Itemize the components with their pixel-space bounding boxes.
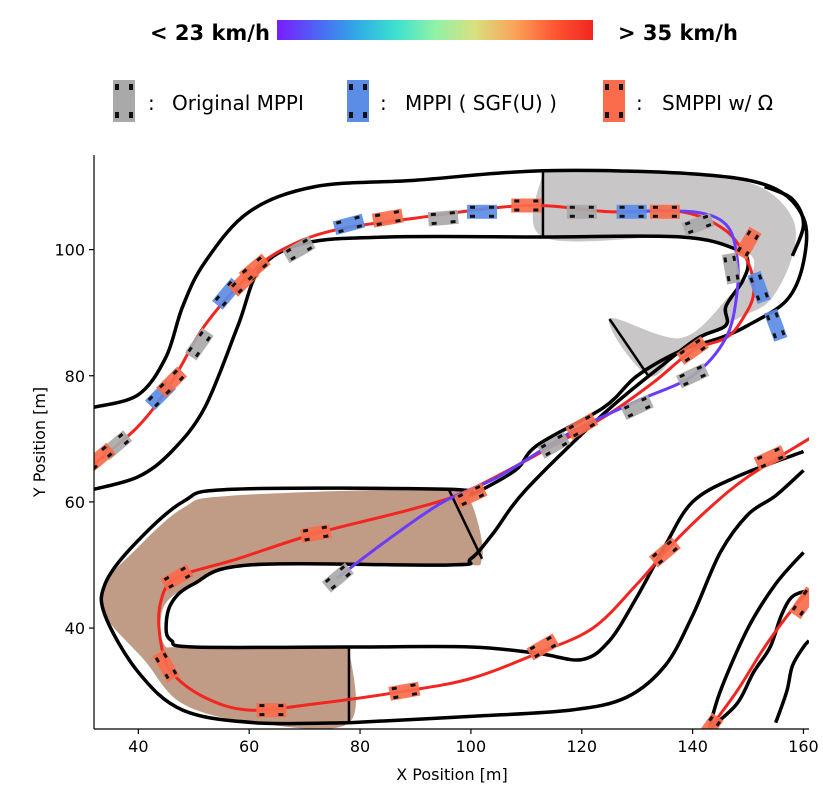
grey-region-divider xyxy=(608,318,650,377)
y-tick-label: 100 xyxy=(54,241,85,260)
brown-region-divider xyxy=(447,488,484,560)
car-marker-smppi xyxy=(256,703,287,718)
legend-sep-sgf: : xyxy=(380,91,387,115)
legend-sep-original: : xyxy=(148,91,155,115)
car-marker-smppi xyxy=(676,336,709,365)
x-ticks: 40 60 80 100 120 140 160 xyxy=(128,729,819,756)
y-tick-label: 60 xyxy=(65,493,85,512)
y-tick-label: 40 xyxy=(65,619,85,638)
trajectory-0 xyxy=(94,203,809,712)
car-marker-smppi xyxy=(156,366,188,398)
inner-border-upper xyxy=(94,234,805,662)
legend-label-sgf: MPPI ( SGF(U) ) xyxy=(405,91,557,115)
legend-sep-smppi: : xyxy=(636,91,643,115)
y-tick-label: 80 xyxy=(65,367,85,386)
car-marker-smppi xyxy=(94,442,116,473)
x-tick-label: 100 xyxy=(456,737,487,756)
car-marker-smppi xyxy=(371,208,404,228)
car-marker-sgf xyxy=(763,308,788,342)
car-marker-smppi xyxy=(511,198,542,213)
car-marker-smppi xyxy=(238,253,271,284)
legend-item-smppi: : SMPPI w/ Ω xyxy=(603,80,773,122)
regions-layer xyxy=(100,170,796,729)
car-marker-smppi xyxy=(694,712,724,729)
car-marker-original xyxy=(427,209,459,227)
car-marker-smppi xyxy=(454,482,488,509)
car-marker-original xyxy=(620,394,654,420)
car-marker-smppi xyxy=(734,226,762,260)
lower-border-4 xyxy=(707,551,805,729)
y-ticks: 40 60 80 100 xyxy=(54,241,94,638)
outer-border-top xyxy=(94,168,809,498)
brown-region xyxy=(100,489,483,729)
car-marker-smppi xyxy=(526,633,560,661)
car-marker-original xyxy=(676,363,710,389)
plot-area xyxy=(94,168,809,729)
car-marker-smppi xyxy=(299,524,332,543)
x-tick-label: 60 xyxy=(239,737,259,756)
car-marker-original xyxy=(681,212,715,237)
lower-border-3 xyxy=(774,639,809,724)
legend-car-icon-original xyxy=(113,80,135,122)
colorbar-high-label: > 35 km/h xyxy=(618,21,738,45)
x-tick-label: 140 xyxy=(677,737,708,756)
lower-border-2 xyxy=(708,588,809,729)
x-tick-label: 40 xyxy=(128,737,148,756)
x-axis-title: X Position [m] xyxy=(396,765,508,784)
colorbar xyxy=(277,20,593,40)
car-marker-smppi xyxy=(565,412,599,440)
legend-item-original-mppi: : Original MPPI xyxy=(113,80,304,122)
car-marker-sgf xyxy=(616,204,647,219)
legend: : Original MPPI : MPPI ( SGF(U) ) : xyxy=(113,80,773,122)
car-marker-smppi xyxy=(789,586,809,620)
car-marker-smppi xyxy=(648,537,681,568)
vehicles xyxy=(94,198,809,729)
car-marker-original xyxy=(537,431,571,459)
x-tick-label: 80 xyxy=(350,737,370,756)
car-marker-sgf xyxy=(747,271,771,304)
x-tick-label: 160 xyxy=(788,737,819,756)
car-marker-sgf xyxy=(332,213,366,236)
car-marker-smppi xyxy=(152,649,180,683)
car-marker-smppi xyxy=(160,564,194,592)
legend-item-mppi-sgf: : MPPI ( SGF(U) ) xyxy=(347,80,557,122)
car-marker-smppi xyxy=(753,445,787,471)
legend-label-smppi: SMPPI w/ Ω xyxy=(662,91,773,115)
car-marker-original xyxy=(566,204,597,219)
y-axis-title: Y Position [m] xyxy=(30,387,49,498)
lower-border-1 xyxy=(348,469,805,725)
colorbar-low-label: < 23 km/h xyxy=(150,21,270,45)
x-tick-label: 120 xyxy=(566,737,597,756)
brown-outer-border xyxy=(99,486,475,726)
grey-outer-border xyxy=(763,184,806,257)
car-marker-original xyxy=(282,236,316,264)
car-marker-original xyxy=(184,327,214,361)
car-marker-original xyxy=(321,562,354,593)
legend-car-icon-sgf xyxy=(347,80,369,122)
car-marker-smppi xyxy=(388,681,421,701)
legend-label-original: Original MPPI xyxy=(172,91,304,115)
car-marker-smppi xyxy=(649,204,680,219)
car-marker-original xyxy=(721,252,741,285)
car-marker-sgf xyxy=(467,204,497,219)
grey-region xyxy=(532,170,796,377)
track-borders xyxy=(94,168,809,729)
legend-car-icon-smppi xyxy=(603,80,625,122)
